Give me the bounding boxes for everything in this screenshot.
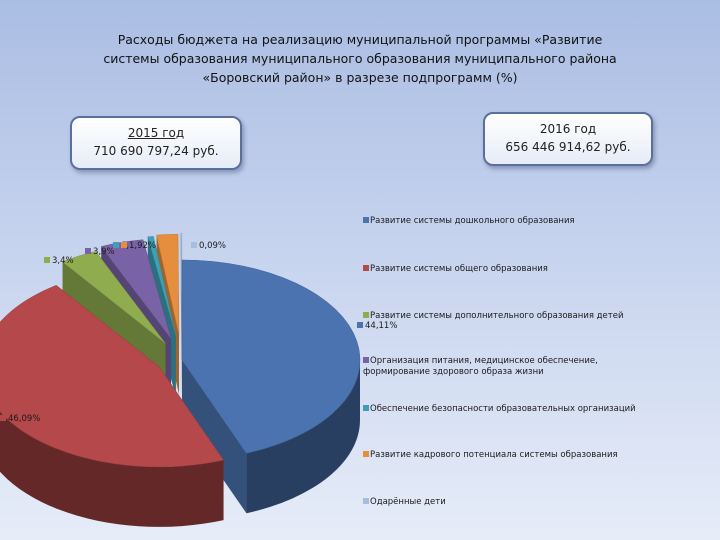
legend-swatch [363,405,369,411]
pie-slice-2 [0,285,224,527]
data-label-swatch [0,415,6,421]
title-line-3: «Боровский район» в разрезе подпрограмм … [202,70,518,85]
legend-label: Одарённые дети [370,497,446,507]
data-label-swatch [191,242,197,248]
legend-label: Развитие системы дополнительного образов… [370,311,624,321]
year-2015-label: 2015 год [127,126,185,140]
data-label-1: 44,11% [357,321,397,331]
legend-label: Обеспечение безопасности образовательных… [370,404,636,414]
data-label-swatch [113,242,119,248]
data-label-text: 44,11% [365,321,398,331]
data-label-text: 1,92% [129,241,157,251]
legend-label: Организация питания, медицинское обеспеч… [363,356,598,377]
data-label-3: 3,4% [44,256,74,266]
legend-item-2: Развитие системы общего образования [363,264,663,275]
data-label-swatch [121,242,127,248]
legend-label: Развитие системы общего образования [370,264,548,274]
legend-swatch [363,265,369,271]
legend-item-7: Одарённые дети [363,497,663,508]
legend-swatch [363,451,369,457]
legend-label: Развитие системы дошкольного образования [370,216,575,226]
year-2016-amount: 656 446 914,62 руб. [505,140,631,154]
data-label-text: 3,9% [93,247,115,257]
data-label-swatch [357,322,363,328]
legend-swatch [363,498,369,504]
chart-title: Расходы бюджета на реализацию муниципаль… [60,30,660,87]
legend-item-6: Развитие кадрового потенциала системы об… [363,450,663,461]
legend-item-1: Развитие системы дошкольного образования [363,216,663,227]
pie-slice-1 [181,259,361,514]
data-label-4: 3,9% [85,247,115,257]
data-label-7: 0,09% [191,241,226,251]
legend-swatch [363,312,369,318]
legend-swatch [363,217,369,223]
year-box-2016: 2016 год 656 446 914,62 руб. [483,112,653,166]
data-label-6: 1,92% [121,241,156,251]
legend-item-4: Организация питания, медицинское обеспеч… [363,356,663,378]
title-line-2: системы образования муниципального образ… [103,51,617,66]
data-label-text: 3,4% [52,256,74,266]
year-2016-label: 2016 год [539,122,597,136]
legend-item-5: Обеспечение безопасности образовательных… [363,404,663,415]
title-line-1: Расходы бюджета на реализацию муниципаль… [117,32,603,47]
data-label-text: 46,09% [8,414,41,424]
data-label-swatch [85,248,91,254]
year-2015-amount: 710 690 797,24 руб. [93,144,219,158]
data-label-text: 0,09% [199,241,227,251]
legend-item-3: Развитие системы дополнительного образов… [363,311,663,322]
year-box-2015: 2015 год 710 690 797,24 руб. [70,116,242,170]
pie-slice-7 [180,232,183,394]
legend-label: Развитие кадрового потенциала системы об… [370,450,618,460]
data-label-swatch [44,257,50,263]
data-label-2: 46,09% [0,414,40,424]
legend-swatch [363,357,369,363]
